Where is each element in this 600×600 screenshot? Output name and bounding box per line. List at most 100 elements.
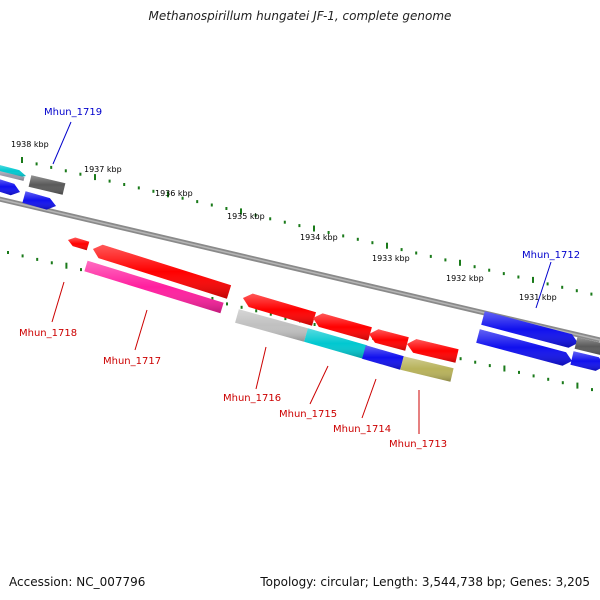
ruler-minor-tick bbox=[298, 224, 301, 228]
gene-label-mhun-1714[interactable]: Mhun_1714 bbox=[333, 424, 391, 435]
ruler-minor-tick bbox=[226, 302, 228, 306]
ruler-minor-tick bbox=[327, 231, 330, 234]
ruler-minor-tick bbox=[488, 268, 491, 272]
ruler-minor-tick bbox=[342, 234, 345, 238]
gene-arrow-blue-left-1[interactable] bbox=[0, 178, 20, 196]
ruler-minor-tick bbox=[474, 360, 477, 364]
ruler-minor-tick bbox=[35, 162, 38, 166]
gene-arrow-red-4[interactable] bbox=[369, 329, 409, 351]
ruler-minor-tick bbox=[502, 272, 505, 276]
ruler-minor-tick bbox=[36, 257, 39, 261]
ruler-label-1936: 1936 kbp bbox=[155, 189, 193, 198]
ruler-minor-tick bbox=[517, 275, 520, 279]
leader-mhun-1716 bbox=[255, 346, 267, 390]
ruler-minor-tick bbox=[50, 261, 53, 265]
ruler-minor-tick bbox=[532, 374, 535, 378]
gene-label-mhun-1715[interactable]: Mhun_1715 bbox=[279, 409, 337, 420]
ruler-minor-tick bbox=[429, 254, 432, 258]
ruler-minor-tick bbox=[415, 251, 418, 255]
ruler-minor-tick bbox=[255, 309, 258, 313]
ruler-label-1933: 1933 kbp bbox=[372, 254, 410, 263]
ruler-label-1937: 1937 kbp bbox=[84, 165, 122, 174]
gene-arrow-mhun-1719[interactable] bbox=[28, 175, 66, 195]
ruler-minor-tick bbox=[400, 248, 403, 252]
ruler-minor-tick bbox=[546, 282, 549, 286]
ruler-minor-tick bbox=[137, 186, 140, 190]
gene-label-mhun-1717[interactable]: Mhun_1717 bbox=[103, 356, 161, 367]
gene-arrow-red-large[interactable] bbox=[93, 244, 232, 299]
gene-arrow-red-3[interactable] bbox=[313, 313, 372, 341]
leader-mhun-1715 bbox=[309, 365, 329, 405]
gene-label-mhun-1713[interactable]: Mhun_1713 bbox=[389, 439, 447, 450]
ruler-label-1932: 1932 kbp bbox=[446, 274, 484, 283]
ruler-minor-tick bbox=[240, 305, 243, 309]
map-title: Methanospirillum hungatei JF-1, complete… bbox=[148, 9, 452, 23]
gene-label-mhun-1716[interactable]: Mhun_1716 bbox=[223, 393, 281, 404]
ruler-minor-tick bbox=[561, 381, 564, 385]
ruler-major-tick bbox=[21, 157, 23, 163]
ruler-minor-tick bbox=[123, 183, 126, 186]
ruler-label-1931: 1931 kbp bbox=[519, 293, 557, 302]
gene-arrow-mhun-1712[interactable] bbox=[481, 311, 578, 348]
ruler-minor-tick bbox=[488, 364, 491, 368]
ruler-minor-tick bbox=[225, 207, 228, 210]
gene-arrow-blue-right-3[interactable] bbox=[570, 351, 600, 371]
gene-arrow-mhun-1715[interactable] bbox=[304, 328, 367, 359]
ruler-major-tick bbox=[94, 174, 96, 181]
gene-arrow-red-2[interactable] bbox=[243, 293, 316, 326]
ruler-ticks-top bbox=[21, 157, 593, 296]
ruler-minor-tick bbox=[371, 241, 374, 245]
ruler-major-tick bbox=[503, 365, 506, 372]
gene-arrow-mhun-1713[interactable] bbox=[400, 356, 454, 382]
gene-track bbox=[0, 165, 600, 382]
ruler-minor-tick bbox=[459, 357, 462, 361]
gene-arrow-dark-right[interactable] bbox=[574, 337, 600, 356]
gene-label-mhun-1712[interactable]: Mhun_1712 bbox=[522, 250, 580, 261]
gene-label-mhun-1719[interactable]: Mhun_1719 bbox=[44, 107, 102, 118]
ruler-minor-tick bbox=[547, 377, 550, 381]
ruler-major-tick bbox=[167, 191, 169, 198]
ruler-minor-tick bbox=[210, 203, 213, 207]
gene-label-mhun-1718[interactable]: Mhun_1718 bbox=[19, 328, 77, 339]
leader-mhun-1717 bbox=[134, 309, 148, 351]
ruler-minor-tick bbox=[313, 323, 316, 326]
ruler-label-1935: 1935 kbp bbox=[227, 212, 265, 221]
ruler-label-1938: 1938 kbp bbox=[11, 140, 49, 149]
ruler-minor-tick bbox=[64, 169, 67, 173]
ruler-minor-tick bbox=[283, 220, 286, 224]
ruler-minor-tick bbox=[50, 165, 53, 169]
gene-arrow-red-5[interactable] bbox=[407, 339, 459, 363]
gene-arrow-blue-right-2[interactable] bbox=[476, 329, 572, 366]
ruler-major-tick bbox=[386, 242, 388, 249]
ruler-minor-tick bbox=[269, 312, 272, 316]
ruler-major-tick bbox=[532, 276, 534, 283]
ruler-minor-tick bbox=[561, 285, 564, 289]
ruler-major-tick bbox=[240, 208, 242, 215]
genome-summary-text: Topology: circular; Length: 3,544,738 bp… bbox=[260, 575, 590, 589]
ruler-minor-tick bbox=[575, 289, 578, 293]
ruler-major-tick bbox=[313, 225, 315, 232]
gene-arrow-mhun-1718[interactable] bbox=[68, 237, 90, 251]
ruler-minor-tick bbox=[444, 258, 447, 262]
leader-mhun-1712 bbox=[535, 261, 552, 309]
ruler-minor-tick bbox=[518, 370, 520, 374]
gene-arrow-mhun-1716[interactable] bbox=[235, 309, 308, 342]
ruler-major-tick bbox=[459, 259, 461, 266]
gene-arrow-grey-left[interactable] bbox=[0, 170, 25, 181]
ruler-minor-tick bbox=[590, 292, 593, 296]
ruler-minor-tick bbox=[21, 254, 24, 258]
ruler-minor-tick bbox=[196, 200, 199, 204]
ruler-minor-tick bbox=[254, 213, 257, 217]
gene-arrow-blue-left-2[interactable] bbox=[22, 191, 56, 210]
ruler-minor-tick bbox=[473, 265, 476, 269]
ruler-minor-tick bbox=[80, 268, 82, 272]
ruler-major-tick bbox=[576, 382, 579, 389]
ruler-minor-tick bbox=[356, 237, 359, 241]
ruler-minor-tick bbox=[79, 172, 82, 176]
gene-arrow-mhun-1714[interactable] bbox=[362, 345, 404, 370]
ruler-minor-tick bbox=[181, 196, 184, 200]
ruler-minor-tick bbox=[269, 217, 272, 221]
ruler-major-tick bbox=[65, 262, 68, 269]
gene-arrow-mhun-1717[interactable] bbox=[84, 260, 224, 314]
